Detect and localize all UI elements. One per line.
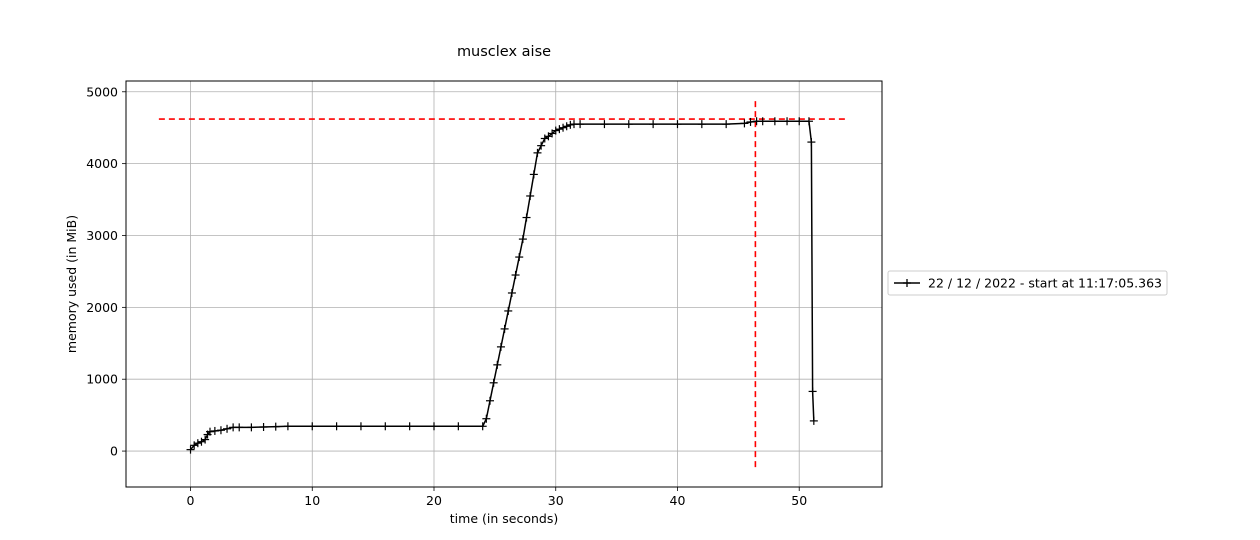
reference-lines	[158, 101, 848, 468]
x-tick-label: 30	[548, 493, 564, 508]
x-tick-label: 0	[187, 493, 195, 508]
data-point-marker	[795, 117, 804, 126]
data-point-marker	[308, 422, 317, 431]
legend: 22 / 12 / 2022 - start at 11:17:05.363	[887, 270, 1168, 296]
data-point-marker	[454, 422, 463, 431]
data-point-marker	[206, 427, 214, 436]
data-point-marker	[649, 120, 658, 129]
data-point-marker	[673, 120, 682, 129]
data-point-marker	[405, 422, 414, 431]
y-axis-label: memory used (in MiB)	[64, 215, 79, 353]
data-point-marker	[201, 435, 210, 444]
data-point-marker	[430, 422, 438, 431]
data-point-marker	[186, 445, 195, 454]
data-point-marker	[271, 422, 280, 431]
data-point-marker	[555, 125, 564, 134]
data-point-marker	[518, 235, 527, 244]
data-point-marker	[529, 170, 538, 179]
data-point-marker	[216, 426, 225, 435]
chart-title: musclex aise	[457, 44, 551, 60]
x-tick-label: 10	[304, 493, 320, 508]
data-point-marker	[559, 123, 568, 132]
legend-marker-icon	[903, 279, 911, 287]
y-tick-label: 5000	[86, 84, 118, 99]
y-tick-label: 4000	[86, 156, 118, 171]
data-point-marker	[381, 422, 390, 431]
x-tick-label: 40	[670, 493, 686, 508]
data-point-marker	[223, 424, 232, 433]
tick-layer: 0 10 20 30 40 50 0 1000 2000 3000 4000 5000	[86, 84, 807, 508]
data-point-marker	[526, 191, 535, 200]
data-point-marker	[537, 141, 546, 150]
data-point-marker	[600, 120, 609, 129]
plot-area-frame	[125, 80, 883, 488]
data-point-marker	[562, 122, 571, 131]
data-point-marker	[247, 423, 256, 432]
x-tick-label: 50	[791, 493, 807, 508]
data-point-marker	[770, 117, 779, 126]
data-point-marker	[783, 117, 792, 126]
data-point-marker	[235, 423, 244, 432]
data-point-marker	[500, 324, 509, 333]
data-point-marker	[504, 306, 513, 315]
data-point-marker	[489, 378, 498, 387]
data-point-marker	[482, 414, 491, 423]
data-point-marker	[624, 120, 633, 129]
data-point-marker	[758, 117, 767, 126]
data-point-marker	[576, 120, 585, 129]
data-point-marker	[566, 120, 575, 129]
y-tick-label: 2000	[86, 300, 118, 315]
data-point-marker	[740, 119, 749, 128]
data-point-marker	[522, 213, 531, 222]
data-point-marker	[804, 117, 813, 126]
data-point-marker	[551, 126, 560, 135]
y-tick-label: 3000	[86, 228, 118, 243]
x-tick-label: 20	[426, 493, 442, 508]
data-point-marker	[515, 253, 524, 262]
data-point-marker	[809, 416, 818, 425]
data-point-marker	[210, 426, 219, 435]
data-point-marker	[746, 117, 755, 126]
data-point-marker	[193, 439, 202, 448]
data-point-marker	[356, 422, 365, 431]
data-point-marker	[259, 422, 268, 431]
data-point-marker	[496, 342, 505, 351]
data-point-marker	[807, 138, 816, 147]
y-tick-label: 0	[110, 444, 118, 459]
data-point-marker	[332, 422, 341, 431]
data-point-marker	[533, 148, 542, 157]
legend-entry-label: 22 / 12 / 2022 - start at 11:17:05.363	[928, 276, 1162, 291]
series-layer	[186, 117, 818, 454]
x-axis-label: time (in seconds)	[450, 511, 558, 526]
data-point-marker	[697, 120, 706, 129]
data-point-marker	[808, 387, 817, 396]
data-point-marker	[486, 396, 494, 405]
data-point-marker	[478, 422, 487, 431]
data-point-marker	[493, 360, 502, 369]
legend-frame	[887, 270, 1168, 296]
y-tick-label: 1000	[86, 372, 118, 387]
data-point-marker	[511, 271, 520, 280]
data-point-marker	[507, 288, 516, 297]
data-point-marker	[722, 120, 731, 129]
data-point-marker	[283, 422, 292, 431]
